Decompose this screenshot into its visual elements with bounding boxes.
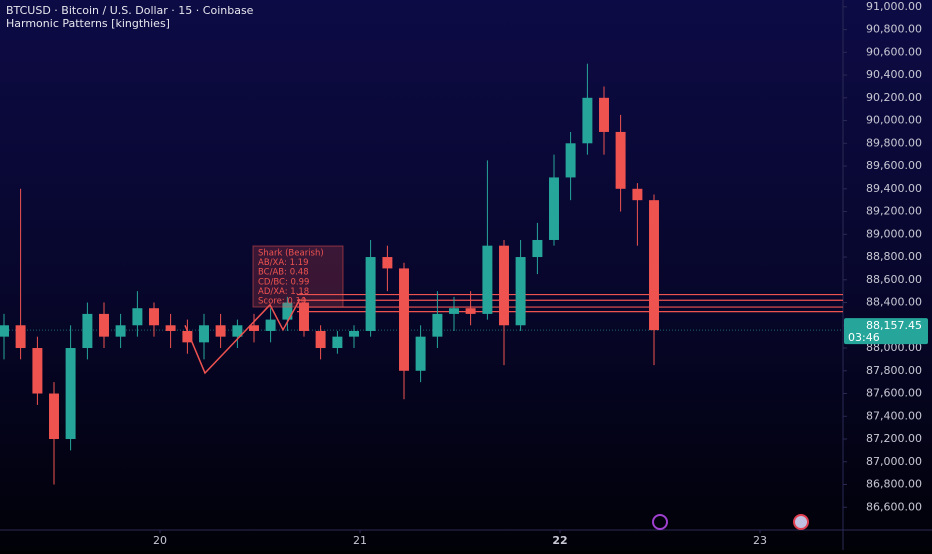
candle-body — [82, 313, 93, 349]
candle-body — [315, 330, 326, 349]
pattern-stat: AD/XA: 1.18 — [258, 287, 309, 297]
candle-body — [382, 257, 393, 269]
x-tick-label: 21 — [353, 534, 367, 547]
price-tag — [844, 318, 928, 345]
y-tick-label: 88,600.00 — [866, 273, 922, 286]
y-tick-label: 87,600.00 — [866, 387, 922, 400]
x-tick-label: 23 — [753, 534, 767, 547]
y-tick-label: 90,400.00 — [866, 68, 922, 81]
candle-body — [349, 330, 359, 337]
candle-body — [199, 325, 209, 343]
candle-body — [599, 97, 609, 132]
candle-body — [365, 257, 376, 331]
y-tick-label: 89,200.00 — [866, 205, 922, 218]
candle-body — [549, 177, 559, 240]
candle-body — [449, 308, 459, 314]
flag-icon[interactable] — [793, 514, 809, 530]
candle-body — [99, 313, 109, 337]
y-tick-label: 88,800.00 — [866, 250, 922, 263]
candle-body — [632, 188, 643, 201]
x-tick-label: 20 — [153, 534, 167, 547]
candle-body — [532, 239, 543, 258]
y-tick-label: 89,600.00 — [866, 159, 922, 172]
y-tick-label: 90,200.00 — [866, 91, 922, 104]
y-tick-label: 86,600.00 — [866, 500, 922, 513]
x-tick-label: 22 — [552, 534, 567, 547]
y-tick-label: 87,200.00 — [866, 432, 922, 445]
y-tick-label: 87,400.00 — [866, 409, 922, 422]
candle-body — [515, 257, 526, 326]
y-tick-label: 91,000.00 — [866, 0, 922, 13]
event-icon[interactable] — [652, 514, 668, 530]
candle-body — [415, 336, 426, 371]
candle-body — [182, 330, 193, 343]
y-tick-label: 87,000.00 — [866, 455, 922, 468]
candle-body — [399, 268, 409, 371]
candle-body — [165, 325, 176, 331]
pattern-stat: Score: 0.10 — [258, 297, 306, 307]
candle-body — [582, 97, 593, 144]
y-tick-label: 90,600.00 — [866, 45, 922, 58]
y-tick-label: 88,400.00 — [866, 296, 922, 309]
candle-body — [215, 325, 226, 337]
pattern-line — [184, 298, 301, 375]
y-tick-label: 87,800.00 — [866, 364, 922, 377]
candle-body — [499, 245, 509, 326]
candle-body — [282, 302, 293, 320]
y-tick-label: 89,400.00 — [866, 182, 922, 195]
price-tag-countdown: 03:46 — [848, 331, 880, 344]
candle-body — [299, 302, 309, 331]
candle-body — [49, 393, 59, 440]
candle-body — [149, 308, 159, 326]
y-tick-label: 90,800.00 — [866, 23, 922, 36]
candle-body — [15, 325, 26, 349]
candle-body — [115, 325, 126, 337]
candle-body — [0, 325, 9, 337]
y-tick-label: 89,800.00 — [866, 136, 922, 149]
candle-body — [332, 336, 343, 349]
candle-body — [232, 325, 243, 337]
candle-body — [615, 131, 626, 189]
candle-body — [65, 348, 76, 440]
candle-body — [132, 308, 143, 326]
candle-body — [565, 143, 576, 178]
pattern-name: Shark (Bearish) — [258, 249, 324, 259]
y-tick-label: 89,000.00 — [866, 227, 922, 240]
candle-body — [465, 308, 476, 314]
candle-body — [432, 313, 443, 337]
price-tag-value: 88,157.45 — [866, 319, 922, 332]
candle-body — [249, 325, 259, 331]
candle-body — [32, 348, 43, 394]
y-tick-label: 86,800.00 — [866, 478, 922, 491]
candle-body — [482, 245, 493, 314]
y-tick-label: 88,000.00 — [866, 341, 922, 354]
pattern-stat: CD/BC: 0.99 — [258, 277, 309, 287]
candle-body — [265, 319, 276, 331]
chart-title: BTCUSD · Bitcoin / U.S. Dollar · 15 · Co… — [6, 4, 254, 17]
candle-body — [649, 200, 659, 331]
pattern-stat: AB/XA: 1.19 — [258, 258, 309, 268]
indicator-name: Harmonic Patterns [kingthies] — [6, 17, 170, 30]
pattern-stat: BC/AB: 0.48 — [258, 268, 309, 278]
pattern-box — [252, 245, 344, 308]
y-tick-label: 90,000.00 — [866, 114, 922, 127]
